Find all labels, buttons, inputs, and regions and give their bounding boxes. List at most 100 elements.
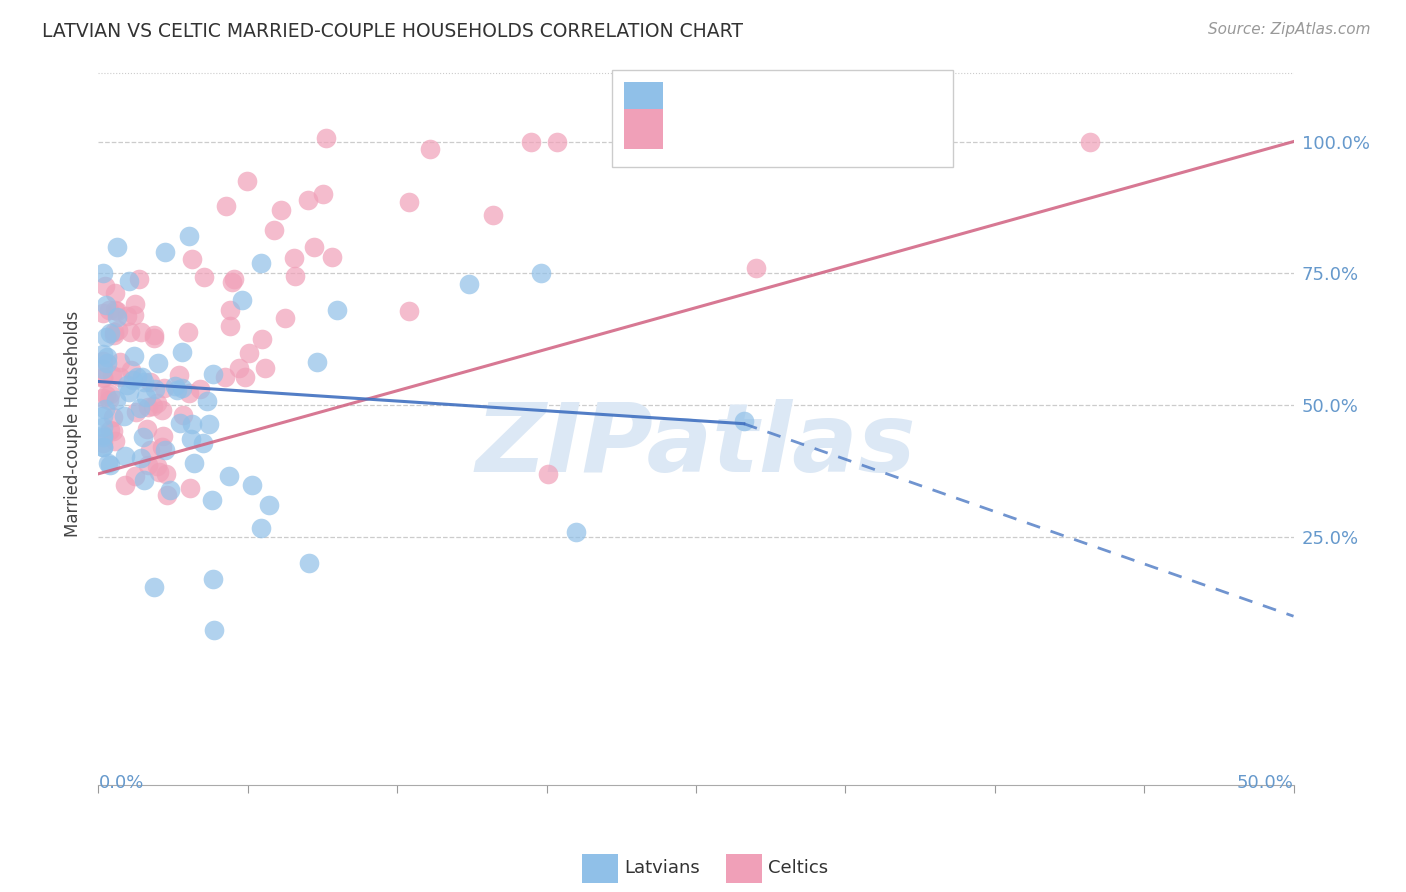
FancyBboxPatch shape [582, 854, 619, 882]
Point [481, 208, 505, 222]
Point [94, 329, 117, 343]
Point [91, 370, 114, 384]
Point [129, 325, 152, 339]
Point [146, 396, 169, 410]
Point [105, 240, 128, 254]
Point [91, 409, 114, 423]
Point [98, 326, 121, 341]
Point [520, 135, 543, 149]
Point [101, 410, 124, 425]
Point [218, 302, 240, 317]
Point [153, 381, 176, 395]
FancyBboxPatch shape [624, 82, 662, 122]
Point [91, 430, 114, 444]
Point [91, 440, 114, 454]
Point [283, 251, 305, 265]
Point [110, 370, 132, 384]
Point [98, 387, 121, 401]
Point [745, 261, 768, 276]
Point [91, 428, 114, 442]
Point [104, 393, 127, 408]
Point [143, 581, 166, 595]
Point [224, 272, 246, 286]
Point [195, 394, 218, 409]
Point [94, 298, 117, 312]
Point [218, 318, 240, 333]
Point [91, 347, 114, 361]
Point [221, 275, 243, 289]
Point [122, 308, 145, 322]
Point [166, 383, 188, 397]
Point [193, 270, 215, 285]
Point [136, 422, 159, 436]
Point [96, 351, 118, 365]
Point [214, 370, 236, 384]
Point [132, 474, 155, 488]
Point [180, 252, 202, 266]
Point [537, 467, 560, 481]
Point [121, 363, 143, 377]
Point [326, 303, 349, 318]
Point [93, 279, 115, 293]
Point [297, 194, 319, 208]
Point [98, 423, 121, 437]
Point [91, 391, 114, 405]
Point [155, 467, 177, 481]
Point [91, 435, 114, 450]
Point [233, 369, 256, 384]
Point [530, 266, 553, 280]
Point [114, 449, 136, 463]
Point [145, 458, 167, 473]
Point [122, 372, 145, 386]
Point [172, 345, 194, 359]
Point [215, 199, 238, 213]
Point [97, 302, 120, 317]
Point [118, 384, 141, 399]
Text: R =  0.429   N = 90: R = 0.429 N = 90 [676, 122, 860, 141]
Point [101, 424, 124, 438]
Point [181, 417, 204, 431]
Text: 50.0%: 50.0% [1237, 774, 1294, 792]
Point [419, 142, 441, 156]
Point [270, 203, 292, 218]
Point [138, 458, 160, 472]
Point [240, 477, 263, 491]
Point [202, 368, 225, 382]
Point [250, 333, 273, 347]
Point [312, 187, 335, 202]
Point [156, 488, 179, 502]
FancyBboxPatch shape [624, 110, 662, 149]
Point [118, 274, 141, 288]
Point [143, 331, 166, 345]
Text: Celtics: Celtics [768, 859, 828, 877]
Point [153, 245, 176, 260]
Y-axis label: Married-couple Households: Married-couple Households [63, 310, 82, 537]
Point [546, 135, 568, 149]
Point [124, 468, 146, 483]
Point [1080, 135, 1102, 149]
Point [298, 557, 321, 571]
Point [159, 483, 181, 498]
Point [134, 375, 156, 389]
Point [125, 405, 148, 419]
Point [202, 623, 225, 637]
Point [458, 277, 481, 291]
Point [124, 296, 146, 310]
Point [180, 433, 202, 447]
Point [131, 430, 153, 444]
Point [257, 498, 280, 512]
Text: ZIPatlas: ZIPatlas [475, 399, 917, 491]
Point [136, 401, 159, 415]
Point [91, 266, 114, 280]
Point [115, 309, 138, 323]
Point [202, 572, 225, 586]
Point [169, 368, 191, 382]
Point [179, 386, 201, 401]
Point [170, 381, 193, 395]
Point [179, 481, 201, 495]
Point [172, 408, 194, 422]
Text: 0.0%: 0.0% [98, 774, 143, 792]
Point [197, 417, 219, 432]
Point [263, 223, 285, 237]
Point [128, 271, 150, 285]
